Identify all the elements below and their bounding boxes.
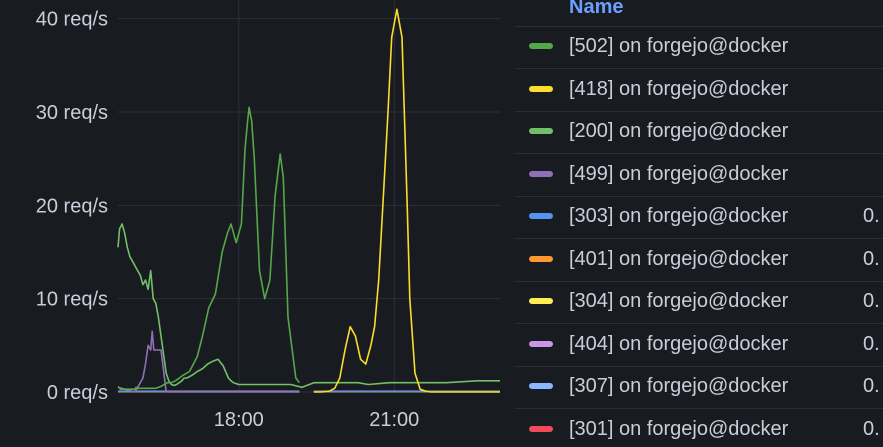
series-line[interactable] <box>117 106 301 390</box>
legend-item-value: 0. <box>863 417 880 440</box>
legend-series-color-swatch <box>529 340 553 347</box>
legend-item-value: 0. <box>863 290 880 312</box>
legend-column-name[interactable]: Name <box>569 0 624 18</box>
y-tick-label: 40 req/s <box>36 9 108 31</box>
legend-series-color-swatch <box>529 85 553 92</box>
legend-item-label: [404] on forgejo@docker <box>569 332 789 355</box>
y-axis-tick-labels: 0 req/s 10 req/s 20 req/s 30 req/s 40 req/s <box>36 9 108 404</box>
legend-item-label: [200] on forgejo@docker <box>569 120 789 142</box>
legend-item-value: 0. <box>863 205 880 227</box>
legend-item[interactable]: [307] on forgejo@docker 0. <box>515 366 883 409</box>
legend-series-color-swatch <box>529 425 553 432</box>
y-tick-label: 10 req/s <box>36 289 108 311</box>
x-tick-label: 18:00 <box>214 409 264 431</box>
legend-item-label: [502] on forgejo@docker <box>569 35 789 57</box>
legend-item[interactable]: [304] on forgejo@docker 0. <box>515 281 883 324</box>
x-tick-label: 21:00 <box>369 409 419 431</box>
legend-item[interactable]: [301] on forgejo@docker 0. <box>515 409 883 447</box>
legend-header[interactable]: Name <box>515 0 883 27</box>
legend-item-label: [303] on forgejo@docker <box>569 205 789 227</box>
legend-item-value: 0. <box>863 375 880 397</box>
legend-series-color-swatch <box>529 298 553 304</box>
legend-item-label: [307] on forgejo@docker <box>569 375 789 397</box>
legend-item[interactable]: [404] on forgejo@docker 0. <box>515 324 883 367</box>
time-series-chart[interactable]: 0 req/s10 req/s20 req/s30 req/s40 req/s … <box>0 0 510 447</box>
chart-grid <box>118 0 500 393</box>
legend-series-color-swatch <box>529 128 553 134</box>
legend-series-color-swatch <box>529 43 553 49</box>
series-line[interactable] <box>117 330 300 393</box>
legend-item[interactable]: [200] on forgejo@docker <box>515 111 883 154</box>
legend-series-color-swatch <box>529 255 553 262</box>
legend-item[interactable]: [303] on forgejo@docker 0. <box>515 196 883 239</box>
legend-item[interactable]: [499] on forgejo@docker <box>515 154 883 197</box>
legend-series-color-swatch <box>529 383 553 389</box>
series-line[interactable] <box>117 223 500 389</box>
legend-item-value: 0. <box>863 247 880 270</box>
legend-item[interactable]: [401] on forgejo@docker 0. <box>515 239 883 282</box>
x-axis-tick-labels: 18:00 21:00 <box>214 409 420 431</box>
legend-item[interactable]: [418] on forgejo@docker <box>515 69 883 112</box>
legend-item-value: 0. <box>863 332 880 355</box>
legend-item[interactable]: [502] on forgejo@docker <box>515 26 883 69</box>
legend-item-label: [301] on forgejo@docker <box>569 417 789 440</box>
legend-item-label: [304] on forgejo@docker <box>569 290 789 312</box>
legend-table: Name [502] on forgejo@docker [418] on for… <box>515 0 883 447</box>
chart-series <box>117 8 500 393</box>
y-tick-label: 30 req/s <box>36 102 108 124</box>
legend-series-color-swatch <box>529 170 553 177</box>
legend-item-label: [401] on forgejo@docker <box>569 247 789 270</box>
legend-item-label: [499] on forgejo@docker <box>569 162 789 185</box>
legend-item-label: [418] on forgejo@docker <box>569 77 789 100</box>
series-line[interactable] <box>313 8 500 393</box>
y-tick-label: 20 req/s <box>36 195 108 217</box>
y-tick-label: 0 req/s <box>47 382 108 404</box>
legend-series-color-swatch <box>529 213 553 219</box>
